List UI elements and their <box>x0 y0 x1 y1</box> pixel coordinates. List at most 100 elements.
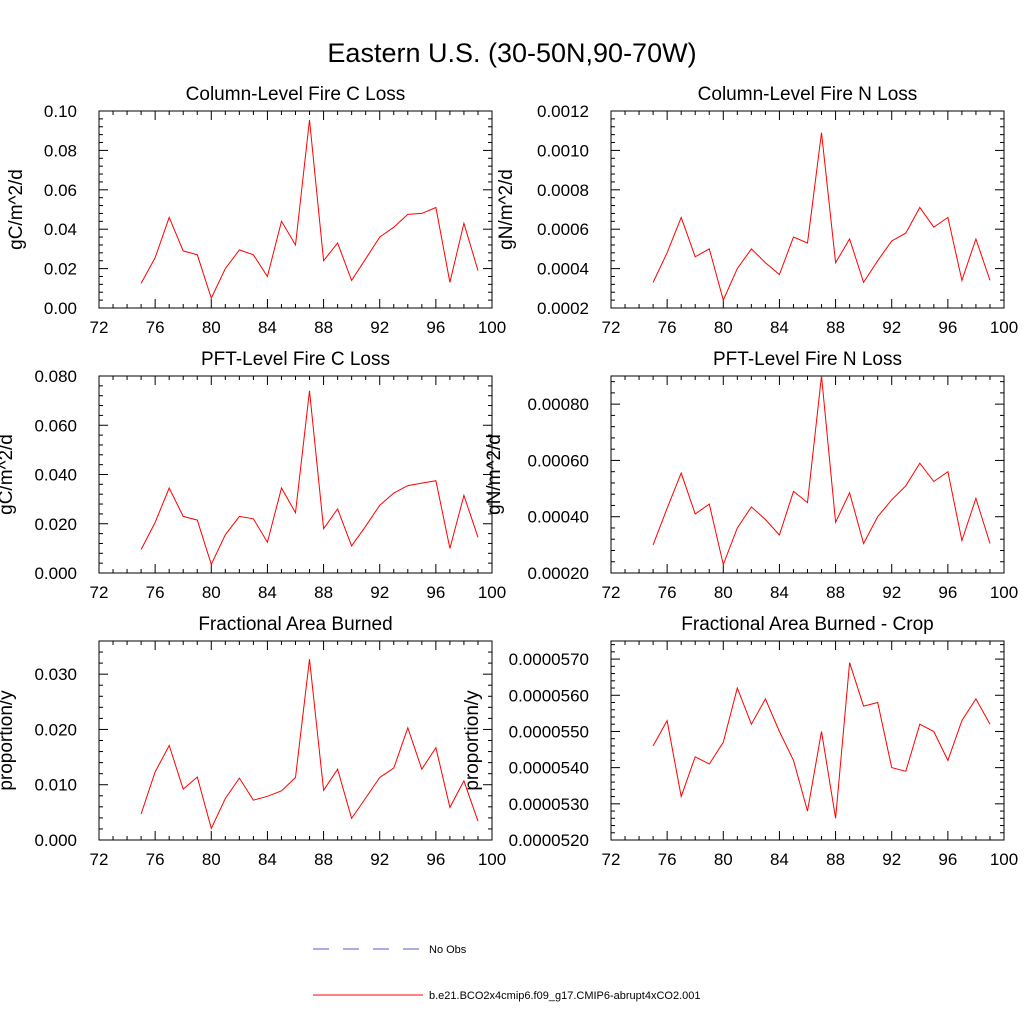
y-tick-label: 0.08 <box>44 141 77 160</box>
panel-title: Fractional Area Burned - Crop <box>681 614 933 635</box>
y-tick-label: 0.00040 <box>528 508 589 527</box>
y-tick-label: 0.0012 <box>537 102 589 121</box>
series-line-model <box>140 390 479 566</box>
y-tick-label: 0.0000570 <box>509 650 589 669</box>
x-tick-label: 92 <box>370 850 389 869</box>
y-tick-label: 0.0000550 <box>509 722 589 741</box>
x-tick-label: 80 <box>714 318 733 337</box>
x-tick-label: 88 <box>826 583 845 602</box>
panel-title: PFT-Level Fire N Loss <box>713 349 902 370</box>
y-tick-label: 0.0000540 <box>509 759 589 778</box>
panel-title: Column-Level Fire C Loss <box>186 84 406 105</box>
x-tick-label: 92 <box>882 850 901 869</box>
y-tick-label: 0.06 <box>44 181 77 200</box>
x-tick-label: 96 <box>426 583 445 602</box>
figure-title: Eastern U.S. (30-50N,90-70W) <box>327 38 696 68</box>
x-tick-label: 76 <box>658 318 677 337</box>
y-tick-label: 0.00060 <box>528 451 589 470</box>
x-tick-label: 72 <box>602 583 621 602</box>
x-tick-label: 80 <box>714 850 733 869</box>
x-tick-label: 72 <box>602 850 621 869</box>
panel-6: Fractional Area Burned - Crop proportion/… <box>462 614 1018 869</box>
x-tick-label: 84 <box>258 318 277 337</box>
panel-2: Column-Level Fire N Loss gN/m^2/d 72 76 80 84… <box>496 84 1018 337</box>
y-axis-label: gC/m^2/d <box>0 434 17 515</box>
x-tick-label: 80 <box>202 850 221 869</box>
x-tick-label: 84 <box>770 318 789 337</box>
x-tick-label: 92 <box>370 583 389 602</box>
x-tick-label: 72 <box>90 850 109 869</box>
x-tick-label: 76 <box>146 850 165 869</box>
y-tick-label: 0.0004 <box>537 260 589 279</box>
x-tick-label: 92 <box>882 318 901 337</box>
x-tick-label: 88 <box>826 850 845 869</box>
x-tick-label: 80 <box>714 583 733 602</box>
x-tick-label: 96 <box>938 850 957 869</box>
x-tick-label: 76 <box>658 850 677 869</box>
x-tick-label: 72 <box>90 583 109 602</box>
series-line-model <box>652 132 991 302</box>
x-tick-label: 96 <box>426 318 445 337</box>
y-axis-label: gC/m^2/d <box>6 169 27 250</box>
y-axis-label: proportion/y <box>462 690 483 791</box>
x-tick-label: 92 <box>370 318 389 337</box>
y-tick-label: 0.080 <box>34 367 77 386</box>
y-tick-label: 0.0000530 <box>509 795 589 814</box>
x-tick-label: 100 <box>990 850 1018 869</box>
x-tick-label: 100 <box>478 850 506 869</box>
x-tick-label: 76 <box>146 583 165 602</box>
x-tick-label: 96 <box>938 583 957 602</box>
plot-frame <box>98 640 493 841</box>
legend: No Obs b.e21.BCO2x4cmip6.f09_g17.CMIP6-a… <box>313 944 701 1002</box>
plot-frame <box>610 375 1005 574</box>
panels: Column-Level Fire C Loss gC/m^2/d 72 76 80 84… <box>0 84 1018 869</box>
x-tick-label: 76 <box>658 583 677 602</box>
x-tick-label: 96 <box>938 318 957 337</box>
x-tick-label: 100 <box>478 583 506 602</box>
y-tick-label: 0.0002 <box>537 299 589 318</box>
plot-frame <box>98 110 493 309</box>
y-tick-label: 0.04 <box>44 220 77 239</box>
x-tick-label: 100 <box>990 583 1018 602</box>
y-tick-label: 0.0010 <box>537 141 589 160</box>
legend-label-no-obs: No Obs <box>429 944 467 956</box>
y-tick-label: 0.10 <box>44 102 77 121</box>
y-tick-label: 0.020 <box>34 515 77 534</box>
x-tick-label: 88 <box>314 850 333 869</box>
y-tick-label: 0.060 <box>34 416 77 435</box>
panel-title: Fractional Area Burned <box>198 614 392 635</box>
panel-1: Column-Level Fire C Loss gC/m^2/d 72 76 80 84… <box>6 84 506 337</box>
x-tick-label: 92 <box>882 583 901 602</box>
y-tick-label: 0.0000560 <box>509 686 589 705</box>
y-axis-label: gN/m^2/d <box>496 169 517 250</box>
x-tick-label: 84 <box>770 583 789 602</box>
x-tick-label: 76 <box>146 318 165 337</box>
x-tick-label: 96 <box>426 850 445 869</box>
y-tick-label: 0.0008 <box>537 181 589 200</box>
x-tick-label: 80 <box>202 583 221 602</box>
y-tick-label: 0.0006 <box>537 220 589 239</box>
y-axis-label: proportion/y <box>0 690 17 791</box>
y-tick-label: 0.00 <box>44 299 77 318</box>
x-tick-label: 72 <box>90 318 109 337</box>
series-line-model <box>140 659 479 830</box>
y-axis-label: gN/m^2/d <box>484 434 505 515</box>
panel-3: PFT-Level Fire C Loss gC/m^2/d 72 76 80 84 88 9… <box>0 349 506 602</box>
legend-label-model: b.e21.BCO2x4cmip6.f09_g17.CMIP6-abrupt4x… <box>429 990 701 1002</box>
x-tick-label: 88 <box>314 583 333 602</box>
x-tick-label: 84 <box>770 850 789 869</box>
y-tick-label: 0.0000520 <box>509 831 589 850</box>
x-tick-label: 84 <box>258 850 277 869</box>
x-tick-label: 84 <box>258 583 277 602</box>
y-tick-label: 0.00020 <box>528 564 589 583</box>
panel-title: PFT-Level Fire C Loss <box>201 349 390 370</box>
x-tick-label: 100 <box>478 318 506 337</box>
y-tick-label: 0.020 <box>34 720 77 739</box>
x-tick-label: 88 <box>314 318 333 337</box>
y-tick-label: 0.000 <box>34 564 77 583</box>
y-tick-label: 0.000 <box>34 831 77 850</box>
y-tick-label: 0.010 <box>34 776 77 795</box>
y-tick-label: 0.00080 <box>528 395 589 414</box>
panel-title: Column-Level Fire N Loss <box>698 84 918 105</box>
